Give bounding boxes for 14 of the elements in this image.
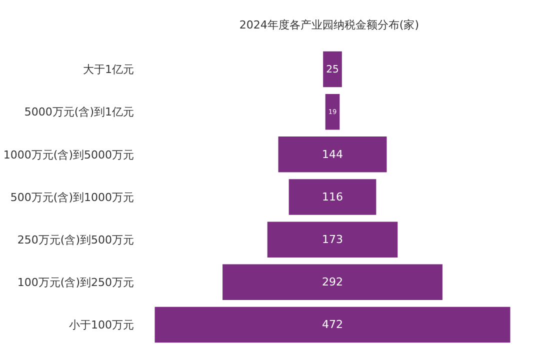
data-label: 144: [322, 148, 343, 161]
category-label: 500万元(含)到1000万元: [10, 190, 134, 204]
data-label: 173: [322, 233, 343, 246]
category-label: 250万元(含)到500万元: [17, 233, 134, 246]
data-label: 292: [322, 276, 343, 289]
data-label: 25: [326, 64, 339, 76]
category-label: 100万元(含)到250万元: [17, 276, 134, 289]
category-label: 5000万元(含)到1亿元: [24, 106, 134, 119]
category-label: 1000万元(含)到5000万元: [3, 148, 134, 162]
category-label: 小于100万元: [69, 318, 134, 332]
data-label: 116: [322, 190, 343, 204]
category-label: 大于1亿元: [83, 63, 134, 76]
data-label: 472: [322, 318, 343, 332]
text: 2024年度各产业园纳税金额分布(家): [239, 18, 420, 32]
